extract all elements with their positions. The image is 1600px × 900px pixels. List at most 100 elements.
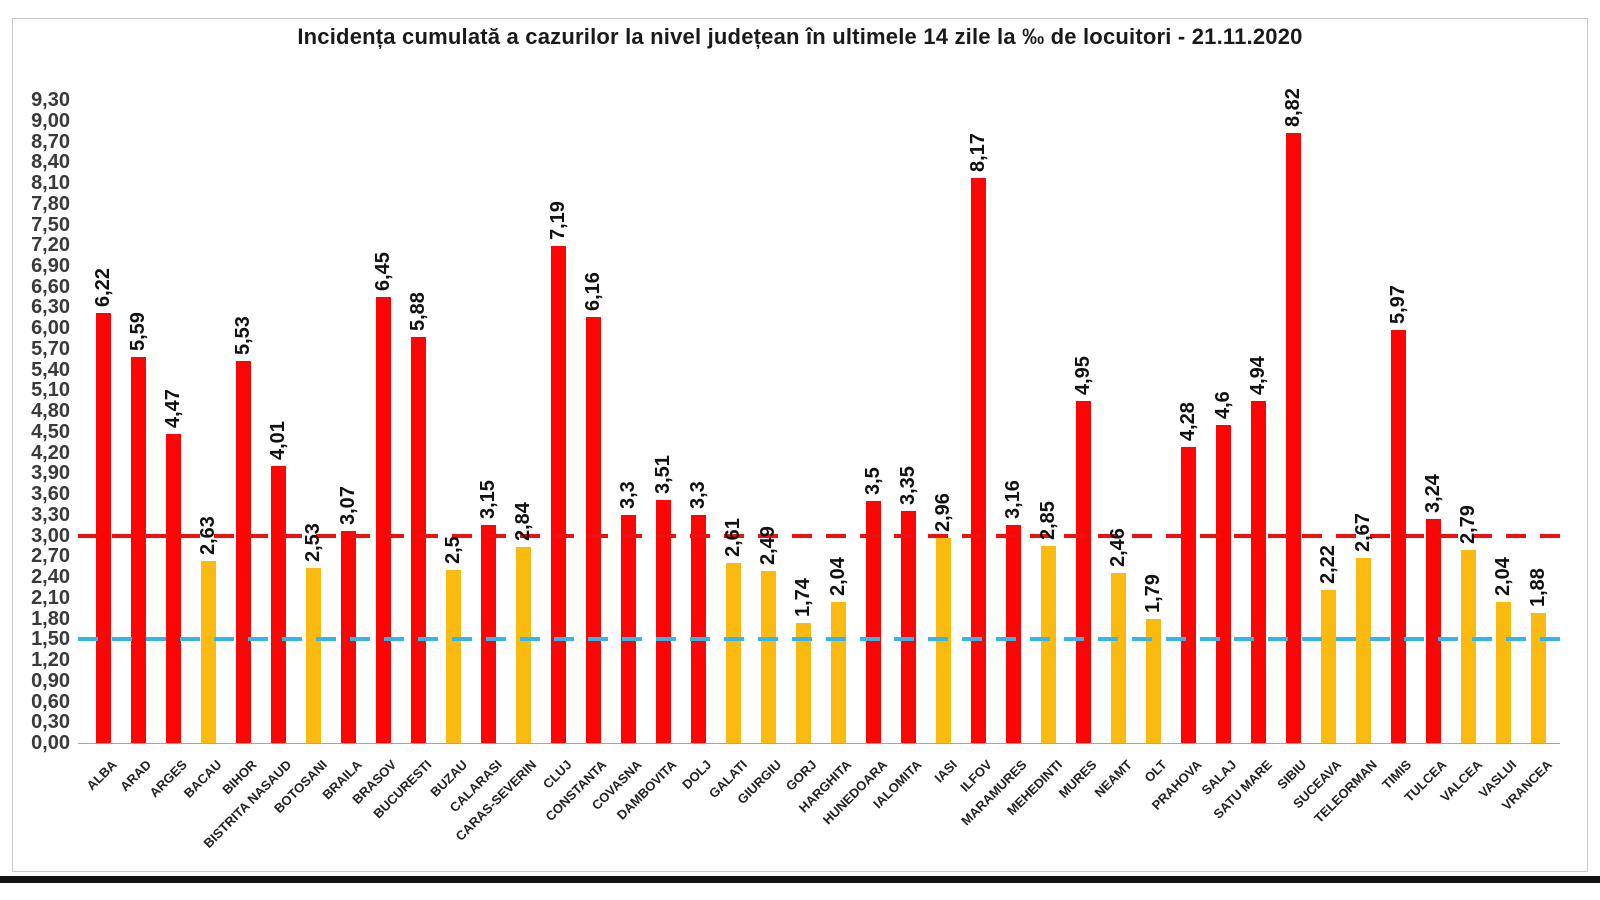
bar-prahova: [1180, 447, 1196, 743]
bar-value-label-vrancea: 1,88: [1527, 568, 1549, 607]
x-axis-label-arges: ARGES: [146, 757, 190, 801]
y-tick-label: 7,20: [31, 234, 70, 257]
bar-arad: [130, 356, 146, 743]
x-axis-label-bacau: BACAU: [180, 757, 225, 801]
y-tick-label: 0,90: [31, 669, 70, 692]
bar-value-label-vaslui: 2,04: [1492, 557, 1514, 596]
y-tick-label: 1,20: [31, 649, 70, 671]
bar-value-label-dambovita: 3,51: [652, 455, 674, 495]
y-tick-label: 1,50: [31, 628, 70, 651]
x-axis-line: [78, 743, 1560, 744]
bar-teleorman: [1355, 558, 1371, 743]
bar-value-label-braila: 3,07: [337, 485, 359, 525]
bar-value-label-buzau: 2,5: [442, 536, 464, 565]
bar-value-label-arad: 5,59: [127, 311, 149, 351]
bar-alba: [95, 313, 111, 743]
threshold-line-red-threshold: [78, 533, 1560, 538]
bar-value-label-sibiu: 8,82: [1282, 88, 1304, 128]
y-tick-label: 5,40: [31, 358, 70, 381]
bar-value-label-suceava: 2,22: [1317, 544, 1339, 584]
bar-value-label-mehedinti: 2,85: [1037, 501, 1059, 540]
x-axis-label-olt: OLT: [1141, 757, 1170, 786]
bar-suceava: [1320, 589, 1336, 743]
bar-value-label-botosani: 2,53: [302, 523, 324, 563]
y-tick-label: 8,40: [31, 151, 70, 174]
bar-caras-severin: [515, 546, 531, 743]
bar-value-label-iasi: 2,96: [932, 493, 954, 533]
bar-harghita: [830, 602, 846, 743]
y-tick-label: 0,60: [31, 690, 70, 713]
bar-ialomita: [900, 511, 916, 743]
bar-value-label-caras-severin: 2,84: [512, 501, 534, 541]
y-tick-label: 7,50: [31, 213, 70, 236]
bar-salaj: [1215, 425, 1231, 743]
bar-arges: [165, 433, 181, 743]
bar-brasov: [375, 297, 391, 743]
y-tick-label: 4,20: [31, 441, 70, 464]
bar-value-label-teleorman: 2,67: [1352, 513, 1374, 553]
bar-dambovita: [655, 500, 671, 743]
y-tick-label: 2,40: [31, 566, 70, 589]
y-tick-label: 5,70: [31, 337, 70, 360]
bar-mehedinti: [1040, 546, 1056, 743]
bar-value-label-galati: 2,61: [722, 517, 744, 557]
bar-value-label-constanta: 6,16: [582, 272, 604, 312]
bar-value-label-satu-mare: 4,94: [1247, 356, 1269, 396]
y-tick-label: 7,80: [31, 192, 70, 215]
bar-value-label-bucuresti: 5,88: [407, 291, 429, 331]
bar-hunedoara: [865, 501, 881, 743]
bar-giurgiu: [760, 570, 776, 743]
y-tick-label: 3,30: [31, 503, 70, 526]
bar-value-label-prahova: 4,28: [1177, 402, 1199, 442]
y-tick-label: 6,30: [31, 296, 70, 319]
bar-covasna: [620, 514, 636, 743]
bar-value-label-bihor: 5,53: [232, 315, 254, 355]
y-tick-label: 9,30: [31, 89, 70, 111]
bar-value-label-olt: 1,79: [1142, 574, 1164, 614]
bar-galati: [725, 562, 741, 743]
bar-value-label-cluj: 7,19: [547, 200, 569, 240]
y-tick-label: 8,70: [31, 130, 70, 153]
bar-botosani: [305, 568, 321, 743]
bar-gorj: [795, 622, 811, 743]
bar-value-label-arges: 4,47: [162, 388, 184, 428]
threshold-line-blue-threshold: [78, 637, 1560, 642]
bar-value-label-covasna: 3,3: [617, 480, 639, 509]
bar-value-label-mures: 4,95: [1072, 355, 1094, 395]
bottom-divider: [0, 876, 1600, 883]
y-tick-label: 2,10: [31, 586, 70, 609]
y-tick-label: 5,10: [31, 379, 70, 402]
bar-neamt: [1110, 572, 1126, 743]
bar-bucuresti: [410, 336, 426, 743]
bar-value-label-alba: 6,22: [92, 268, 114, 307]
bar-value-label-dolj: 3,3: [687, 480, 709, 509]
bar-value-label-tulcea: 3,24: [1422, 474, 1444, 513]
bar-value-label-salaj: 4,6: [1212, 391, 1234, 419]
bar-bihor: [235, 360, 251, 743]
bar-value-label-gorj: 1,74: [792, 577, 814, 617]
bar-dolj: [690, 514, 706, 743]
y-tick-label: 1,80: [31, 607, 70, 630]
bar-maramures: [1005, 524, 1021, 743]
bar-value-label-ialomita: 3,35: [897, 466, 919, 506]
bar-value-label-valcea: 2,79: [1457, 505, 1479, 545]
bar-braila: [340, 530, 356, 743]
bar-value-label-bacau: 2,63: [197, 516, 219, 556]
y-tick-label: 4,50: [31, 420, 70, 443]
bar-value-label-timis: 5,97: [1387, 285, 1409, 325]
y-tick-label: 4,80: [31, 400, 70, 423]
bar-cluj: [550, 245, 566, 743]
bar-value-label-giurgiu: 2,49: [757, 525, 779, 565]
y-tick-label: 0,00: [31, 732, 70, 754]
bar-calarasi: [480, 525, 496, 743]
bar-value-label-bistrita-nasaud: 4,01: [267, 420, 289, 460]
y-tick-label: 3,60: [31, 483, 70, 506]
y-tick-label: 3,00: [31, 524, 70, 547]
bar-bacau: [200, 561, 216, 743]
x-axis-label-iasi: IASI: [931, 757, 960, 786]
bar-value-label-brasov: 6,45: [372, 252, 394, 291]
x-axis-label-mures: MURES: [1055, 757, 1100, 801]
bar-value-label-harghita: 2,04: [827, 557, 849, 596]
bar-value-label-hunedoara: 3,5: [862, 467, 884, 495]
